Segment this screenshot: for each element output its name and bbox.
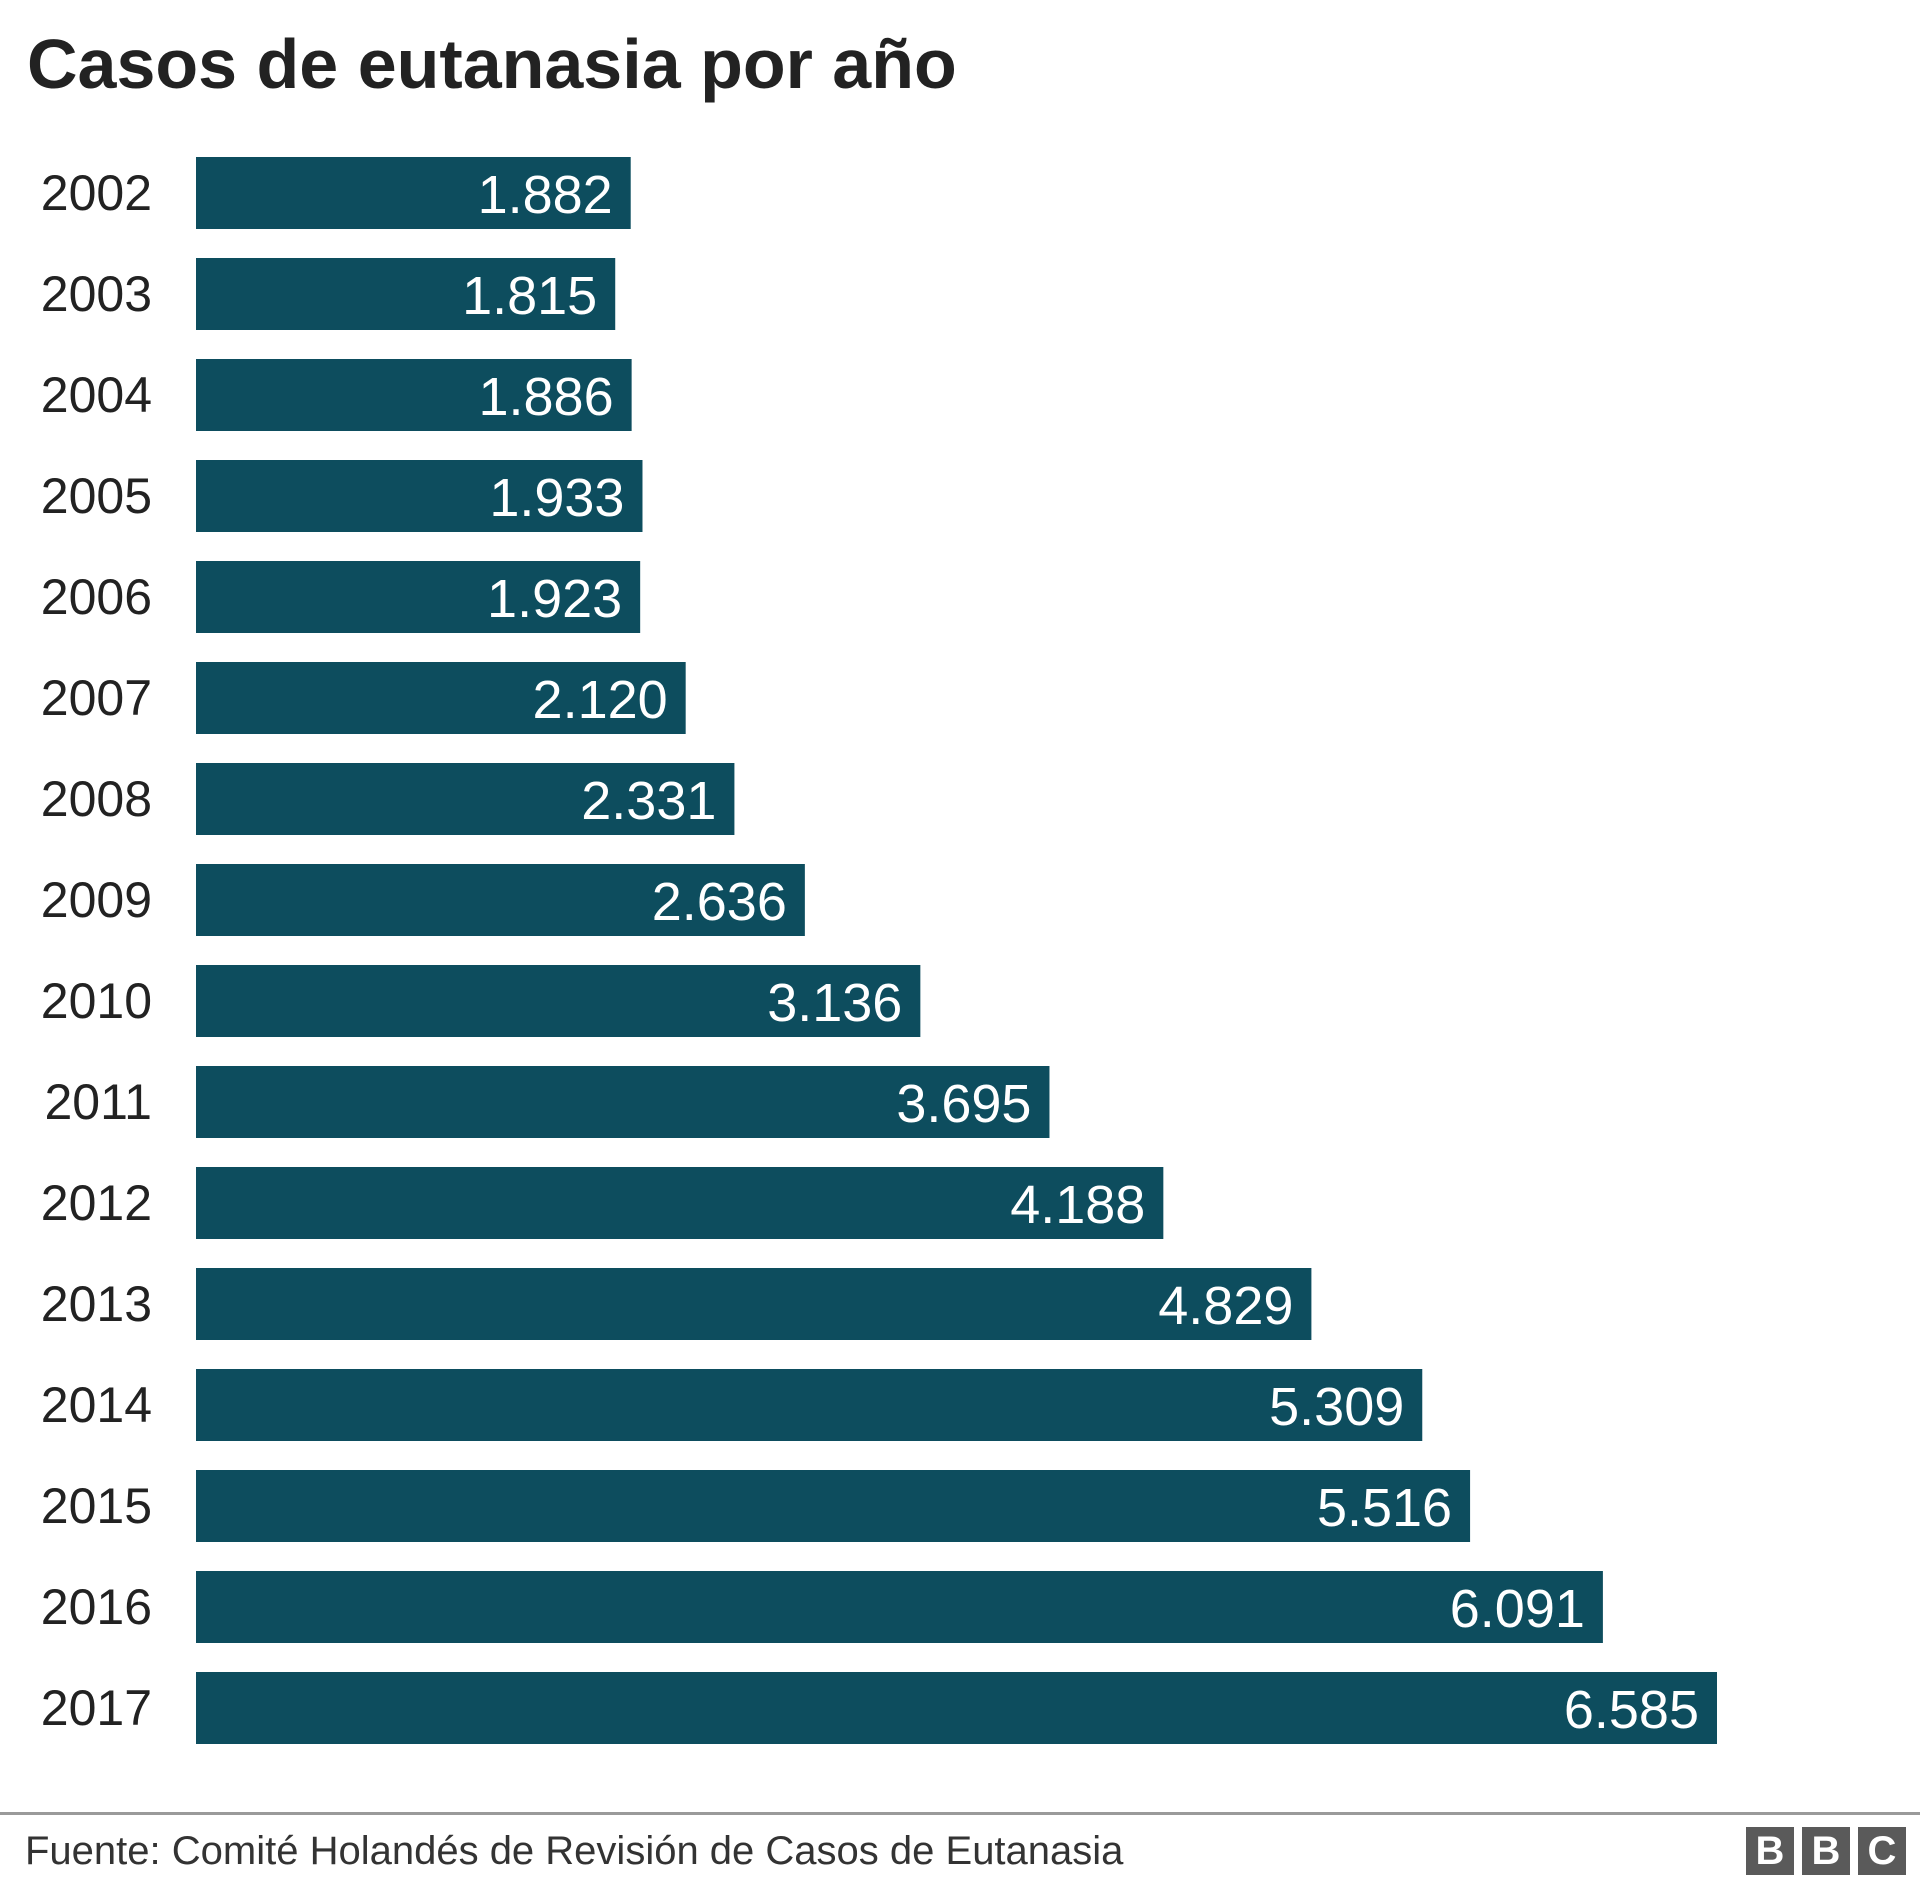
data-label: 5.309	[1269, 1377, 1404, 1437]
bar	[196, 1066, 1050, 1138]
data-label: 2.636	[652, 872, 787, 932]
data-label: 1.815	[462, 266, 597, 326]
data-label: 6.091	[1450, 1579, 1585, 1639]
category-label: 2013	[41, 1276, 152, 1332]
bar	[196, 1571, 1603, 1643]
bar	[196, 157, 631, 229]
bar	[196, 1268, 1312, 1340]
data-label: 6.585	[1564, 1680, 1699, 1740]
bar	[196, 965, 921, 1037]
bar	[196, 662, 686, 734]
logo-letter: B	[1746, 1827, 1794, 1875]
bar	[196, 460, 643, 532]
data-label: 1.933	[489, 468, 624, 528]
data-label: 1.923	[487, 569, 622, 629]
data-label: 3.136	[767, 973, 902, 1033]
bar	[196, 1672, 1717, 1744]
bbc-logo: B B C	[1746, 1827, 1906, 1875]
data-label: 4.188	[1010, 1175, 1145, 1235]
category-label: 2008	[41, 771, 152, 827]
category-label: 2011	[44, 1074, 152, 1130]
data-label: 2.331	[581, 771, 716, 831]
data-label: 5.516	[1317, 1478, 1452, 1538]
source-note: Fuente: Comité Holandés de Revisión de C…	[25, 1829, 1124, 1873]
category-label: 2004	[41, 367, 152, 423]
data-label: 3.695	[896, 1074, 1031, 1134]
data-label: 1.886	[478, 367, 613, 427]
category-label: 2017	[41, 1680, 152, 1736]
bar	[196, 1470, 1471, 1542]
bar	[196, 1167, 1164, 1239]
category-label: 2015	[41, 1478, 152, 1534]
footer-divider	[0, 1812, 1920, 1815]
data-label: 4.829	[1158, 1276, 1293, 1336]
logo-letter: B	[1802, 1827, 1850, 1875]
category-label: 2006	[41, 569, 152, 625]
category-label: 2016	[41, 1579, 152, 1635]
category-label: 2007	[41, 670, 152, 726]
bar	[196, 1369, 1423, 1441]
category-label: 2010	[41, 973, 152, 1029]
category-label: 2002	[41, 165, 152, 221]
data-label: 1.882	[478, 165, 613, 225]
bar	[196, 561, 641, 633]
data-label: 2.120	[533, 670, 668, 730]
bar	[196, 359, 632, 431]
bar	[196, 864, 805, 936]
category-label: 2009	[41, 872, 152, 928]
bars-group: 2002 1.882 2003 1.815 2004 1.886 2005 1.933 2006…	[41, 157, 1717, 1744]
bar	[196, 258, 616, 330]
chart-title: Casos de eutanasia por año	[27, 25, 957, 103]
bar	[196, 763, 735, 835]
category-label: 2012	[41, 1175, 152, 1231]
logo-letter: C	[1858, 1827, 1906, 1875]
category-label: 2005	[41, 468, 152, 524]
category-label: 2003	[41, 266, 152, 322]
category-label: 2014	[41, 1377, 152, 1433]
